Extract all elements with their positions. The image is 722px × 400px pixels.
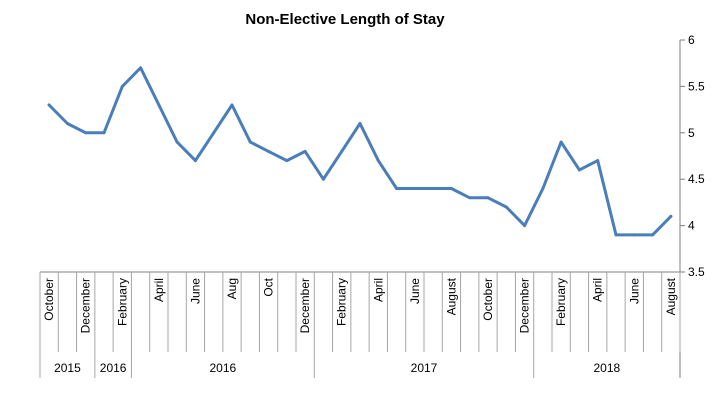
year-label: 2016: [100, 361, 127, 375]
x-tick-label: June: [188, 278, 202, 304]
data-point: [175, 140, 179, 144]
data-point: [303, 149, 307, 153]
data-point: [486, 196, 490, 200]
data-point: [120, 84, 124, 88]
y-tick-label: 5.5: [688, 79, 705, 93]
year-label: 2018: [594, 361, 621, 375]
x-tick-label: August: [444, 277, 458, 315]
data-point: [559, 140, 563, 144]
data-point: [358, 122, 362, 126]
data-point: [651, 233, 655, 237]
data-point: [669, 214, 673, 218]
data-point: [193, 159, 197, 163]
y-tick-label: 3.5: [688, 265, 705, 279]
data-point: [376, 159, 380, 163]
data-point: [614, 233, 618, 237]
x-tick-label: December: [518, 278, 532, 333]
x-tick-label: April: [591, 278, 605, 302]
data-point: [248, 140, 252, 144]
x-tick-label: December: [79, 278, 93, 333]
y-axis-ticks: 3.5 4 4.5 5 5.5 6: [680, 33, 705, 279]
data-point: [395, 186, 399, 190]
y-tick-label: 5: [688, 126, 695, 140]
data-point: [413, 186, 417, 190]
data-point: [340, 149, 344, 153]
axes: [40, 40, 681, 378]
y-tick-label: 4.5: [688, 172, 705, 186]
data-point: [541, 186, 545, 190]
x-tick-label: October: [42, 278, 56, 321]
data-point: [285, 159, 289, 163]
x-tick-label: June: [408, 278, 422, 304]
data-point: [139, 66, 143, 70]
x-tick-label: February: [115, 278, 129, 326]
data-point: [468, 196, 472, 200]
y-tick-label: 4: [688, 219, 695, 233]
data-point: [102, 131, 106, 135]
data-point: [577, 168, 581, 172]
y-tick-label: 6: [688, 33, 695, 47]
data-point: [596, 159, 600, 163]
data-point: [230, 103, 234, 107]
x-tick-label: April: [371, 278, 385, 302]
chart-title: Non-Elective Length of Stay: [245, 11, 445, 28]
data-point: [449, 186, 453, 190]
data-points: [47, 66, 673, 237]
data-point: [65, 122, 69, 126]
x-axis-month-labels: October December February April June Aug Oct De…: [39, 272, 681, 352]
series-line: [47, 66, 673, 237]
x-axis-year-labels: 2015 2016 2016 2017 2018: [39, 352, 621, 378]
x-tick-label: February: [554, 278, 568, 326]
data-point: [157, 103, 161, 107]
x-tick-label: August: [664, 277, 678, 315]
year-label: 2017: [411, 361, 438, 375]
data-point: [212, 131, 216, 135]
x-tick-label: Oct: [262, 277, 276, 296]
x-tick-label: June: [627, 278, 641, 304]
data-point: [431, 186, 435, 190]
x-tick-label: April: [152, 278, 166, 302]
year-label: 2016: [210, 361, 237, 375]
data-point: [84, 131, 88, 135]
x-tick-label: February: [335, 278, 349, 326]
year-label: 2015: [54, 361, 81, 375]
x-tick-label: December: [298, 278, 312, 333]
x-tick-label: October: [481, 278, 495, 321]
x-tick-label: Aug: [225, 278, 239, 299]
data-point: [523, 224, 527, 228]
data-point: [504, 205, 508, 209]
data-point: [632, 233, 636, 237]
data-point: [267, 149, 271, 153]
data-point: [47, 103, 51, 107]
data-point: [321, 177, 325, 181]
